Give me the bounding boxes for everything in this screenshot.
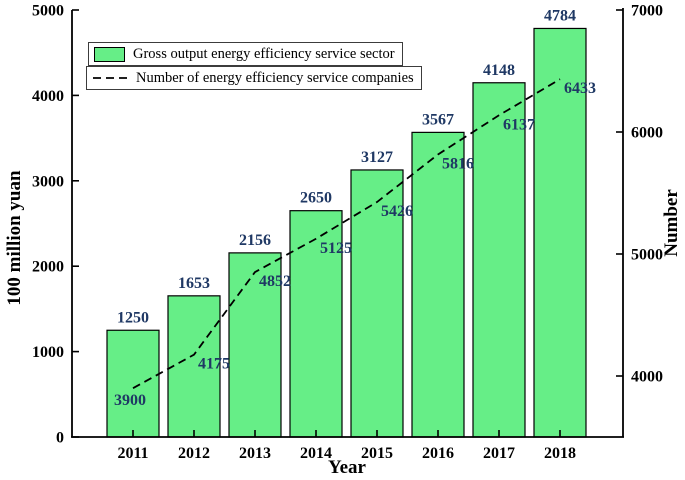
dashed-line-swatch — [92, 75, 132, 81]
left-tick-label-5000: 5000 — [32, 3, 64, 20]
bar-swatch — [94, 46, 125, 62]
bar-2011 — [106, 329, 160, 438]
legend-label-bar-series: Gross output energy efficiency service s… — [133, 45, 395, 62]
line-value-label-2016: 5816 — [442, 155, 474, 172]
line-value-label-2015: 5426 — [381, 203, 413, 220]
x-tick-label-2016: 2016 — [422, 445, 454, 462]
dashed-line-series — [132, 78, 561, 389]
line-value-label-2013: 4852 — [259, 273, 291, 290]
x-tick-label-2013: 2013 — [239, 445, 271, 462]
line-value-label-2014: 5125 — [320, 240, 352, 257]
bar-2013 — [228, 252, 282, 438]
line-value-label-2012: 4175 — [198, 356, 230, 373]
left-tick-label-4000: 4000 — [32, 88, 64, 105]
bar-2016 — [411, 131, 465, 438]
bar-2015 — [350, 169, 404, 438]
left-tick-label-1000: 1000 — [32, 344, 64, 361]
left-tick-label-3000: 3000 — [32, 173, 64, 190]
bar-value-label-2015: 3127 — [361, 149, 393, 166]
x-tick-label-2018: 2018 — [544, 445, 576, 462]
legend-item-line-series: Number of energy efficiency service comp… — [86, 66, 422, 90]
left-tick-label-2000: 2000 — [32, 259, 64, 276]
dashed-line-sample — [93, 77, 131, 79]
y-axis-title-left: 100 million yuan — [4, 170, 25, 306]
bar-2018 — [533, 27, 587, 438]
bar-value-label-2016: 3567 — [422, 111, 454, 128]
bar-2017 — [472, 82, 526, 438]
line-value-label-2017: 6137 — [503, 116, 535, 133]
right-tick-label-7000: 7000 — [631, 3, 663, 20]
x-axis-title: Year — [328, 457, 366, 478]
x-tick-label-2012: 2012 — [178, 445, 210, 462]
bar-value-label-2013: 2156 — [239, 232, 271, 249]
left-tick-label-0: 0 — [56, 430, 64, 447]
bar-value-label-2014: 2650 — [300, 190, 332, 207]
x-tick-label-2011: 2011 — [117, 445, 148, 462]
legend-item-bar-series: Gross output energy efficiency service s… — [88, 42, 403, 66]
right-tick-label-6000: 6000 — [631, 125, 663, 142]
y-axis-title-right: Number — [661, 189, 682, 257]
x-tick-label-2017: 2017 — [483, 445, 515, 462]
bar-value-label-2011: 1250 — [117, 309, 149, 326]
bar-value-label-2018: 4784 — [544, 7, 576, 24]
x-tick-label-2015: 2015 — [361, 445, 393, 462]
line-value-label-2011: 3900 — [114, 392, 146, 409]
line-value-label-2018: 6433 — [564, 80, 596, 97]
legend-label-line-series: Number of energy efficiency service comp… — [136, 69, 414, 86]
bar-value-label-2012: 1653 — [178, 275, 210, 292]
x-tick-label-2014: 2014 — [300, 445, 332, 462]
right-tick-label-5000: 5000 — [631, 247, 663, 264]
right-tick-label-4000: 4000 — [631, 369, 663, 386]
bar-value-label-2017: 4148 — [483, 62, 515, 79]
